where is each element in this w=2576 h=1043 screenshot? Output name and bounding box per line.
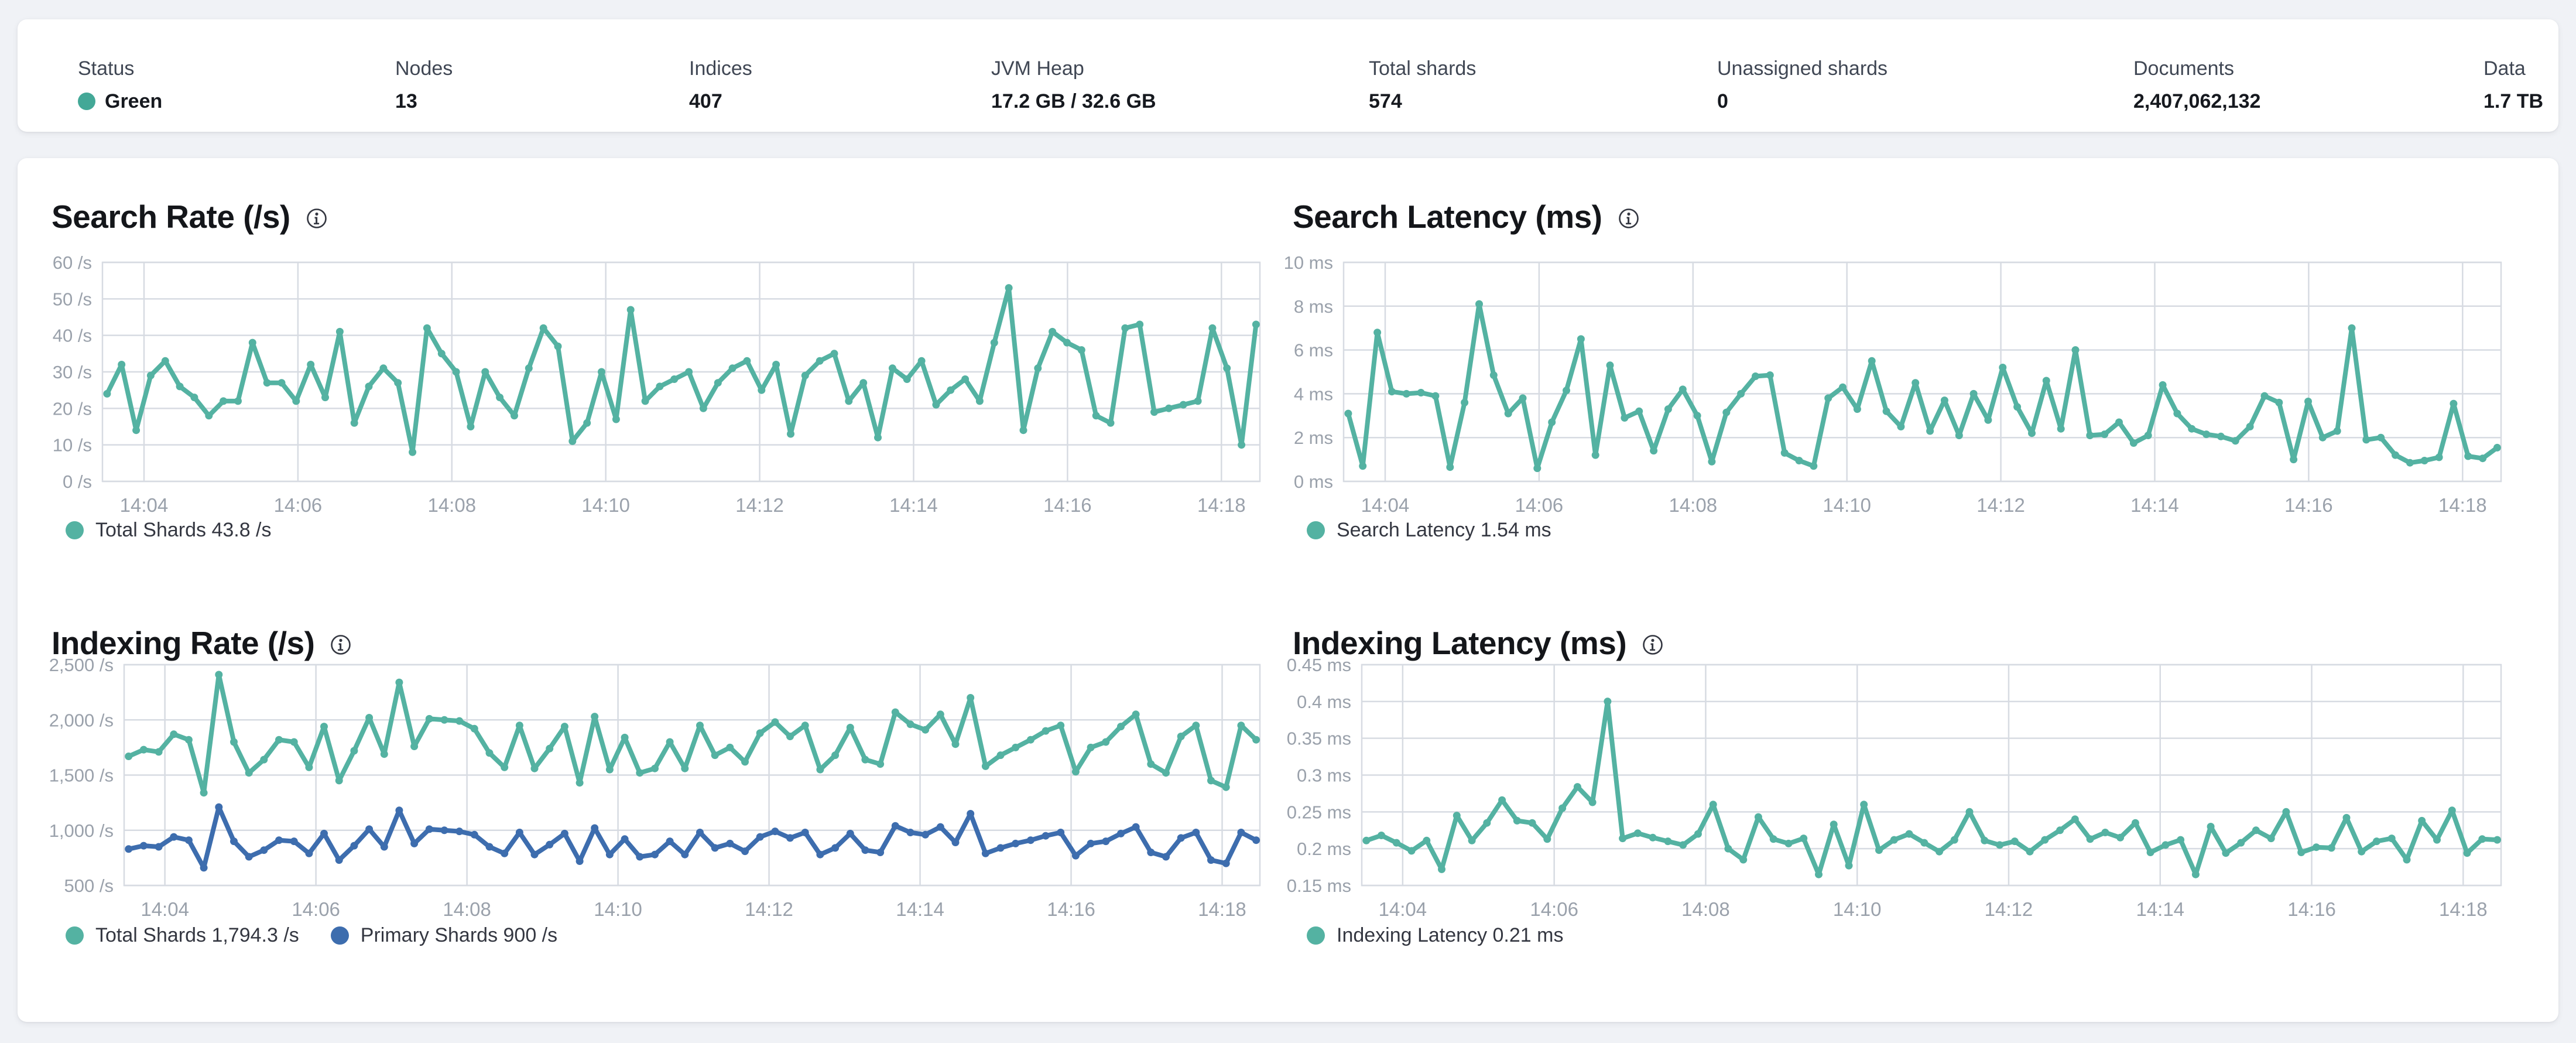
- legend-item[interactable]: Total Shards 1,794.3 /s: [66, 924, 299, 947]
- legend-label: Total Shards 43.8 /s: [95, 519, 272, 541]
- legend-dot-icon: [66, 926, 84, 945]
- stat-value: 1.7 TB: [2483, 90, 2544, 112]
- cluster-metrics-panel: [18, 158, 2558, 1022]
- legend-item[interactable]: Search Latency 1.54 ms: [1307, 519, 1551, 542]
- chart-title: Search Rate (/s): [52, 199, 290, 235]
- legend-dot-icon: [1307, 521, 1325, 539]
- search-rate-legend: Total Shards 43.8 /s: [66, 519, 272, 542]
- search-latency-legend: Search Latency 1.54 ms: [1307, 519, 1551, 542]
- info-icon[interactable]: [306, 207, 328, 230]
- stat-label: Nodes: [395, 57, 453, 80]
- stat-label: JVM Heap: [991, 57, 1084, 80]
- stat-jvm-heap: JVM Heap 17.2 GB / 32.6 GB: [991, 56, 1156, 114]
- indexing-rate-header: Indexing Rate (/s): [52, 624, 352, 662]
- info-icon[interactable]: [330, 634, 352, 656]
- legend-item[interactable]: Total Shards 43.8 /s: [66, 519, 272, 542]
- stat-label: Data: [2483, 57, 2526, 80]
- legend-label: Total Shards 1,794.3 /s: [95, 924, 299, 946]
- legend-item[interactable]: Primary Shards 900 /s: [330, 924, 558, 947]
- stat-value: 407: [689, 90, 722, 112]
- stat-value: 17.2 GB / 32.6 GB: [991, 90, 1156, 112]
- stat-value: 13: [395, 90, 417, 112]
- info-icon[interactable]: [1618, 207, 1640, 230]
- chart-title: Search Latency (ms): [1293, 199, 1602, 235]
- stat-label: Indices: [689, 57, 752, 80]
- legend-dot-icon: [1307, 926, 1325, 945]
- stat-value: 2,407,062,132: [2133, 90, 2261, 112]
- stat-nodes: Nodes 13: [395, 56, 453, 114]
- legend-label: Primary Shards 900 /s: [360, 924, 558, 946]
- legend-dot-icon: [66, 521, 84, 539]
- stat-value: Green: [105, 90, 163, 112]
- cluster-summary-bar: Status Green Nodes 13 Indices 407 JVM He…: [18, 19, 2558, 132]
- stat-total-shards: Total shards 574: [1369, 56, 1476, 114]
- stat-documents: Documents 2,407,062,132: [2133, 56, 2260, 114]
- stat-label: Status: [78, 57, 135, 80]
- stat-label: Unassigned shards: [1717, 57, 1888, 80]
- chart-title: Indexing Rate (/s): [52, 625, 315, 661]
- search-rate-header: Search Rate (/s): [52, 198, 328, 235]
- legend-label: Indexing Latency 0.21 ms: [1337, 924, 1564, 946]
- indexing-latency-legend: Indexing Latency 0.21 ms: [1307, 924, 1563, 947]
- legend-label: Search Latency 1.54 ms: [1337, 519, 1551, 541]
- stat-value: 574: [1369, 90, 1402, 112]
- stat-data-size: Data 1.7 TB: [2483, 56, 2543, 114]
- legend-dot-icon: [330, 926, 349, 945]
- search-latency-header: Search Latency (ms): [1293, 198, 1640, 235]
- stat-label: Total shards: [1369, 57, 1477, 80]
- info-icon[interactable]: [1642, 634, 1664, 656]
- stat-label: Documents: [2133, 57, 2234, 80]
- legend-item[interactable]: Indexing Latency 0.21 ms: [1307, 924, 1563, 947]
- stat-value: 0: [1717, 90, 1728, 112]
- chart-title: Indexing Latency (ms): [1293, 625, 1627, 661]
- indexing-latency-header: Indexing Latency (ms): [1293, 624, 1664, 662]
- health-status-dot-icon: [78, 93, 95, 110]
- indexing-rate-legend: Total Shards 1,794.3 /s Primary Shards 9…: [66, 924, 557, 947]
- stat-unassigned-shards: Unassigned shards 0: [1717, 56, 1888, 114]
- stat-indices: Indices 407: [689, 56, 752, 114]
- stat-status: Status Green: [78, 56, 162, 114]
